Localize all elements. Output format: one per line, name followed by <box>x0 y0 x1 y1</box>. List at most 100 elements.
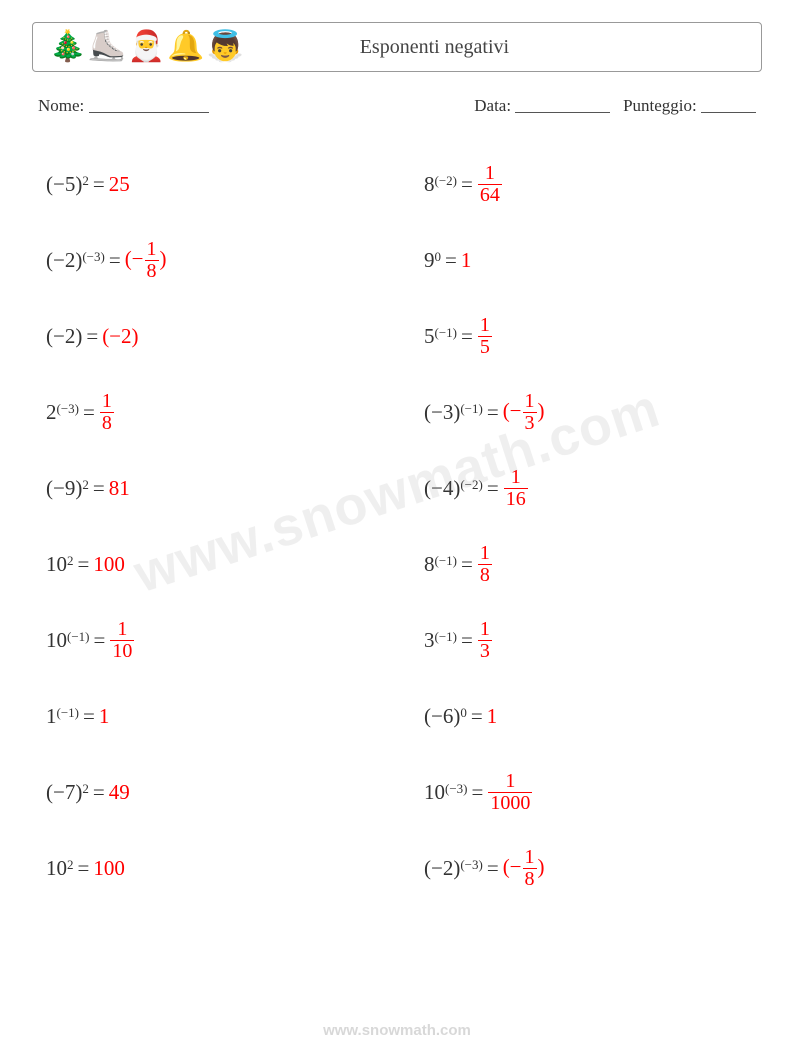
date-blank <box>515 96 610 113</box>
equals: = <box>461 172 473 197</box>
problem: (−2) = (−2) <box>46 298 384 374</box>
base: (−4) <box>424 476 460 501</box>
equals: = <box>86 324 98 349</box>
problem: 90 = 1 <box>424 222 762 298</box>
base: (−6) <box>424 704 460 729</box>
problem: (−2)(−3) = (−18) <box>46 222 384 298</box>
exponent: (−3) <box>82 249 105 265</box>
answer: 13 <box>477 619 493 662</box>
base: 10 <box>46 552 67 577</box>
base: 8 <box>424 172 435 197</box>
problem: 102 = 100 <box>46 526 384 602</box>
exponent: (−3) <box>57 401 80 417</box>
exponent: (−1) <box>67 629 90 645</box>
problem: (−3)(−1) = (−13) <box>424 374 762 450</box>
base: 8 <box>424 552 435 577</box>
answer: 100 <box>93 856 125 881</box>
name-label: Nome: <box>38 96 84 116</box>
problem: 3(−1) = 13 <box>424 602 762 678</box>
problem: 5(−1) = 15 <box>424 298 762 374</box>
equals: = <box>487 856 499 881</box>
base: 9 <box>424 248 435 273</box>
answer: 164 <box>477 163 503 206</box>
exponent: 0 <box>460 705 467 721</box>
base: (−2) <box>46 248 82 273</box>
bells-icon: 🔔 <box>167 32 204 62</box>
equals: = <box>83 400 95 425</box>
base: 3 <box>424 628 435 653</box>
problem: 8(−1) = 18 <box>424 526 762 602</box>
answer: 110 <box>109 619 135 662</box>
answer: 18 <box>477 543 493 586</box>
exponent: (−3) <box>445 781 468 797</box>
base: 10 <box>46 856 67 881</box>
equals: = <box>94 628 106 653</box>
info-row: Nome: Data: Punteggio: <box>32 96 762 116</box>
problem: (−9)2 = 81 <box>46 450 384 526</box>
equals: = <box>472 780 484 805</box>
base: 1 <box>46 704 57 729</box>
problem: 102 = 100 <box>46 830 384 906</box>
name-blank <box>89 96 209 113</box>
header: 🎄 ⛸️ 🎅 🔔 👼 Esponenti negativi <box>32 22 762 72</box>
equals: = <box>461 552 473 577</box>
base: (−7) <box>46 780 82 805</box>
answer: 25 <box>109 172 130 197</box>
base: (−2) <box>46 324 82 349</box>
answer: (−2) <box>102 324 138 349</box>
exponent: (−1) <box>435 553 458 569</box>
equals: = <box>445 248 457 273</box>
equals: = <box>93 780 105 805</box>
problem: 10(−1) = 110 <box>46 602 384 678</box>
exponent: 2 <box>82 781 89 797</box>
base: (−2) <box>424 856 460 881</box>
skate-icon: ⛸️ <box>88 32 125 62</box>
exponent: 2 <box>67 857 74 873</box>
header-icons: 🎄 ⛸️ 🎅 🔔 👼 <box>49 32 244 62</box>
problems-left-column: (−5)2 = 25(−2)(−3) = (−18)(−2) = (−2)2(−… <box>46 146 384 906</box>
equals: = <box>93 476 105 501</box>
equals: = <box>487 476 499 501</box>
problem: 1(−1) = 1 <box>46 678 384 754</box>
footer-url: www.snowmath.com <box>0 1022 794 1039</box>
answer: 1 <box>487 704 498 729</box>
answer: (−13) <box>503 391 545 434</box>
base: 5 <box>424 324 435 349</box>
equals: = <box>83 704 95 729</box>
answer: 116 <box>503 467 529 510</box>
answer: 49 <box>109 780 130 805</box>
problem: 2(−3) = 18 <box>46 374 384 450</box>
problem: (−6)0 = 1 <box>424 678 762 754</box>
exponent: (−1) <box>435 629 458 645</box>
answer: (−18) <box>503 847 545 890</box>
exponent: 2 <box>82 477 89 493</box>
exponent: (−3) <box>460 857 483 873</box>
date-label: Data: <box>474 96 511 116</box>
base: 10 <box>424 780 445 805</box>
problem: (−4)(−2) = 116 <box>424 450 762 526</box>
equals: = <box>109 248 121 273</box>
base: (−9) <box>46 476 82 501</box>
problem: (−2)(−3) = (−18) <box>424 830 762 906</box>
equals: = <box>78 856 90 881</box>
page-title: Esponenti negativi <box>244 36 745 59</box>
exponent: (−2) <box>460 477 483 493</box>
santa-hat-icon: 🎅 <box>128 32 165 62</box>
problem: (−5)2 = 25 <box>46 146 384 222</box>
base: 10 <box>46 628 67 653</box>
answer: 100 <box>93 552 125 577</box>
exponent: (−1) <box>460 401 483 417</box>
equals: = <box>487 400 499 425</box>
exponent: 2 <box>82 173 89 189</box>
answer: 15 <box>477 315 493 358</box>
answer: 1 <box>461 248 472 273</box>
exponent: (−2) <box>435 173 458 189</box>
score-label: Punteggio: <box>623 96 697 116</box>
base: (−3) <box>424 400 460 425</box>
exponent: 0 <box>435 249 442 265</box>
equals: = <box>93 172 105 197</box>
equals: = <box>461 628 473 653</box>
exponent: (−1) <box>57 705 80 721</box>
problem: 8(−2) = 164 <box>424 146 762 222</box>
problems-right-column: 8(−2) = 16490 = 15(−1) = 15(−3)(−1) = (−… <box>424 146 762 906</box>
